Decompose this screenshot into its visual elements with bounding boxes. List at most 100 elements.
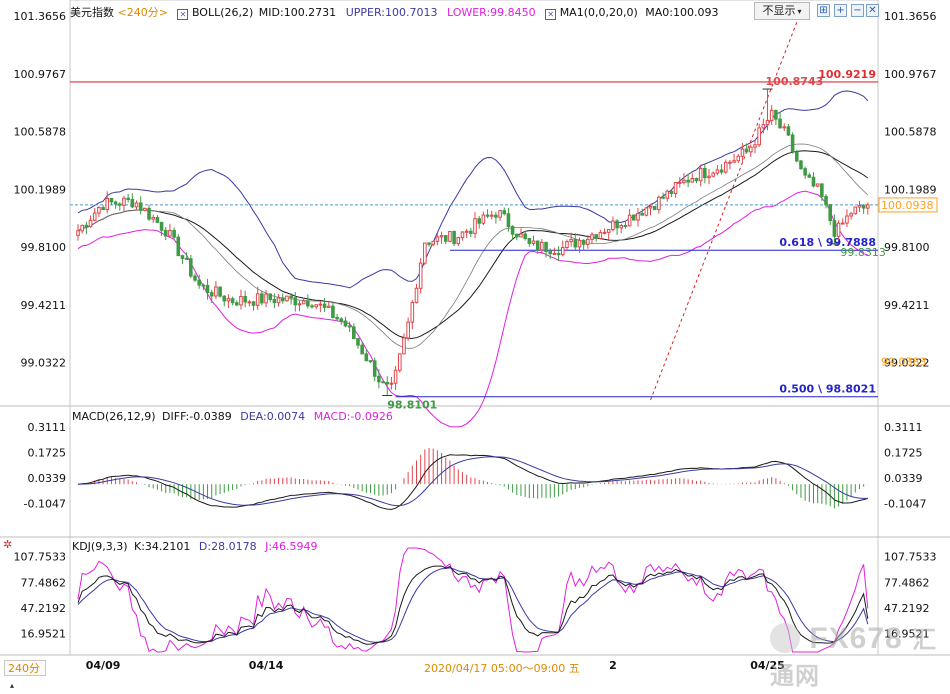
candle-body (377, 375, 381, 383)
ma-toggle-icon[interactable]: ✕ (545, 9, 557, 20)
candle-body (80, 224, 84, 232)
plot-frame (69, 0, 879, 656)
kdj-k-line (77, 565, 869, 645)
candle-body (218, 286, 222, 297)
ma0-line (77, 143, 869, 349)
candle-body (728, 161, 732, 164)
zoom-out-icon[interactable]: − (851, 4, 864, 17)
candle-body (694, 177, 699, 182)
candle-body (360, 344, 364, 355)
candle-body (840, 222, 845, 225)
candle-body (352, 326, 356, 340)
grid-icon[interactable]: ⊞ (817, 4, 830, 17)
y-axis-tick-label: 101.3656 (14, 10, 67, 23)
candle-body (636, 213, 640, 221)
candle-body (719, 169, 724, 173)
candle-body (356, 338, 360, 346)
candle-body (431, 240, 436, 245)
candle-body (134, 202, 139, 208)
y-axis-tick-label: 99.8100 (21, 241, 67, 254)
candle-body (531, 240, 536, 244)
candle-body (326, 305, 331, 308)
candle-body (92, 212, 97, 221)
ma-label: MA1(0,0,20,0) (559, 6, 638, 19)
candle-body (514, 233, 519, 238)
candle-body (414, 287, 419, 303)
candle-body (811, 176, 816, 187)
candle-body (285, 295, 289, 302)
candle-body (510, 226, 515, 235)
candle-body (293, 297, 298, 306)
candle-body (761, 124, 766, 129)
candle-body (418, 262, 423, 289)
candle-body (581, 239, 586, 245)
candle-body (753, 144, 757, 148)
fib-618-label: 0.618 \ 99.7888 (779, 236, 876, 249)
macd-dea: DEA:0.0074 (240, 410, 306, 423)
kdj-y-tick-label: 107.7533 (14, 551, 67, 564)
y-axis-tick-label: 100.5878 (14, 126, 67, 139)
boll-toggle-icon[interactable]: ✕ (177, 9, 189, 20)
candle-body (184, 257, 189, 260)
candle-body (552, 252, 557, 255)
candle-body (473, 218, 477, 234)
chevron-down-icon: ▾ (797, 7, 802, 16)
zoom-in-icon[interactable]: + (834, 4, 847, 17)
candle-body (560, 246, 565, 256)
candle-body (598, 232, 603, 239)
close-icon[interactable]: ✕ (866, 4, 879, 17)
candle-body (498, 210, 502, 218)
watermark-text: FX678 (809, 622, 903, 655)
macd-y-tick-label: -0.1047 (24, 497, 66, 510)
watermark-logo-icon (770, 623, 800, 653)
candle-body (548, 251, 553, 255)
candle-body (778, 118, 782, 129)
candle-body (669, 190, 674, 195)
candle-body (268, 293, 273, 300)
candle-body (151, 217, 156, 220)
candle-body (322, 303, 327, 308)
candle-body (661, 196, 665, 199)
candle-body (506, 213, 511, 228)
candle-body (619, 225, 624, 229)
candle-body (845, 215, 849, 224)
candle-body (615, 220, 619, 229)
period-button[interactable]: 240分 ▴ (4, 660, 46, 690)
candle-body (339, 318, 344, 322)
candle-body (335, 316, 339, 320)
candle-body (143, 207, 147, 211)
candle-body (673, 182, 678, 195)
candle-body (460, 231, 465, 239)
settings-gear-icon[interactable]: ✲ (3, 538, 13, 551)
kdj-y-tick-label: 16.9521 (21, 627, 67, 640)
candle-body (757, 127, 761, 146)
candle-body (84, 224, 89, 228)
candle-body (782, 126, 787, 129)
macd-diff: DIFF:-0.0389 (162, 410, 232, 423)
current-price-label: 100.0938 (881, 199, 934, 212)
y-axis-tick-label-right: 99.8100 (884, 241, 930, 254)
candle-body (117, 203, 122, 206)
candle-body (744, 148, 749, 153)
candle-body (397, 353, 402, 371)
candle-body (251, 301, 256, 306)
candle-body (239, 296, 243, 306)
candle-body (130, 199, 135, 208)
candle-body (126, 197, 130, 201)
macd-y-tick-label-right: 0.0339 (884, 472, 923, 485)
kdj-y-tick-label: 77.4862 (21, 576, 67, 589)
candle-body (172, 229, 176, 238)
candle-body (665, 190, 670, 199)
kdj-j: J:46.5949 (265, 540, 318, 553)
chart-canvas[interactable]: 101.3656 101.3656 100.9767 100.9767 100.5878… (0, 0, 950, 680)
candle-body (406, 321, 410, 339)
hide-button[interactable]: 不显示 ▾ (754, 2, 810, 20)
x-axis-tick-label: 04/25 (750, 659, 785, 672)
candle-body (606, 229, 611, 233)
y-axis-tick-label-right: 99.4211 (884, 299, 930, 312)
macd-diff-line (77, 454, 868, 510)
kdj-y-tick-label-right: 16.9521 (884, 627, 930, 640)
candle-body (310, 305, 314, 308)
candle-body (502, 210, 507, 215)
candle-body (590, 234, 594, 240)
